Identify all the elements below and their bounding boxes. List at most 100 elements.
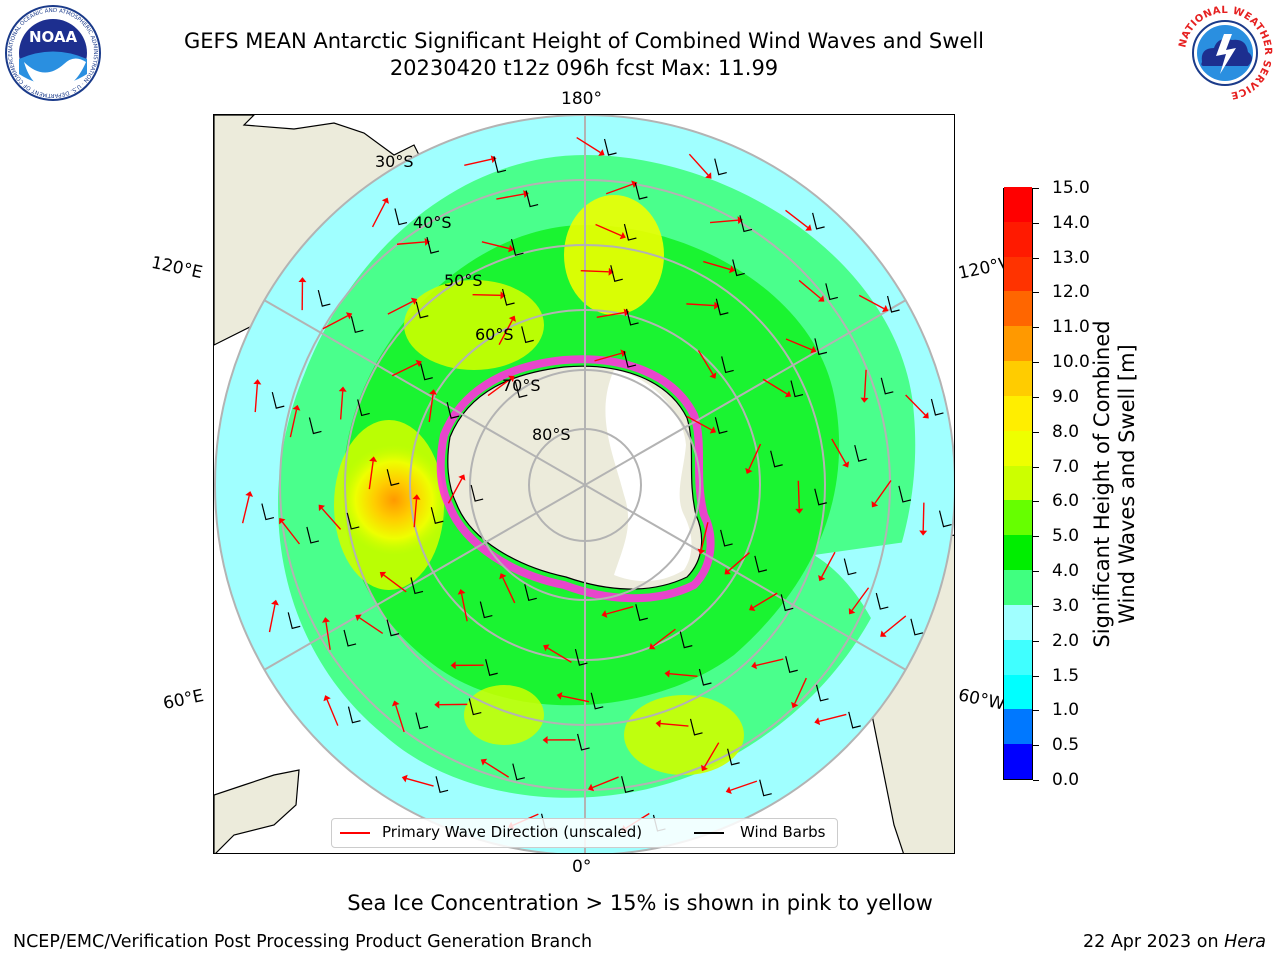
- wave-arrowhead: [817, 295, 825, 302]
- wave-arrow: [605, 183, 633, 195]
- wave-arrow: [561, 695, 590, 703]
- africa-land: [214, 769, 300, 853]
- wind-barb: [854, 444, 867, 462]
- colorbar-tick-label: 13.0: [1052, 247, 1090, 268]
- wind-barb: [576, 733, 590, 751]
- wave-arrow: [697, 350, 714, 375]
- wave-arrowhead: [345, 312, 353, 320]
- wave-arrow: [580, 269, 609, 273]
- wave-arrow: [818, 713, 847, 722]
- colorbar-tick-label: 10.0: [1052, 352, 1090, 373]
- wave-arrow: [905, 394, 926, 416]
- footer-branch: NCEP/EMC/Verification Post Processing Pr…: [13, 932, 593, 952]
- wind-barb: [525, 190, 539, 208]
- wind-barb: [394, 208, 408, 226]
- wind-barb: [308, 417, 322, 435]
- colorbar-segment: [1004, 221, 1032, 257]
- chart-title: GEFS MEAN Antarctic Significant Height o…: [183, 29, 985, 53]
- colorbar-tick: [1033, 536, 1039, 538]
- colorbar-segment: [1004, 744, 1032, 779]
- wind-barb: [347, 706, 361, 724]
- wave-arrowhead: [620, 349, 627, 358]
- wave-arrow: [502, 577, 516, 604]
- colorbar-tick-label: 1.0: [1052, 700, 1080, 721]
- wave-arrowhead: [450, 661, 456, 670]
- wave-arrow: [254, 384, 259, 413]
- colorbar-tick: [1033, 710, 1039, 712]
- wave-arrowhead: [429, 389, 438, 395]
- wave-arrowhead: [709, 372, 717, 379]
- wave-arrowhead: [751, 661, 757, 670]
- wave-arrow: [709, 219, 738, 224]
- wave-arrow: [472, 293, 501, 297]
- wind-barb: [785, 656, 798, 673]
- wind-barb: [410, 577, 424, 595]
- wave-arrow: [669, 672, 698, 678]
- wave-arrowhead: [523, 190, 529, 198]
- wind-barb: [271, 391, 285, 409]
- wind-barb: [635, 604, 648, 621]
- wave-arrow: [496, 193, 525, 200]
- wave-arrowhead: [922, 412, 929, 419]
- wind-barb: [346, 512, 360, 530]
- wave-arrow: [794, 677, 807, 704]
- colorbar-segment: [1004, 604, 1032, 640]
- wind-barb: [621, 776, 634, 794]
- wave-arrow: [594, 352, 622, 362]
- wind-barb: [430, 507, 444, 524]
- nws-logo: NATIONAL WEATHER SERVICE: [1176, 4, 1274, 102]
- wave-arrowhead: [608, 267, 614, 276]
- wave-arrow: [686, 303, 715, 307]
- wave-arrowhead: [401, 774, 408, 783]
- wave-arrow: [686, 415, 713, 431]
- wave-arrow: [606, 605, 634, 615]
- wave-arrowhead: [391, 700, 400, 707]
- wave-arrow: [447, 478, 463, 504]
- wave-arrow: [576, 136, 601, 154]
- colorbar-tick-label: 6.0: [1052, 491, 1080, 512]
- wind-barb: [721, 356, 734, 374]
- wave-arrowhead: [542, 735, 548, 744]
- wave-arrow: [464, 158, 492, 167]
- colorbar-tick: [1033, 571, 1039, 573]
- lat-label-50s: 50°S: [444, 271, 483, 290]
- lat-label-60s: 60°S: [475, 325, 514, 344]
- wind-barb: [815, 684, 829, 702]
- wave-arrow: [387, 300, 414, 315]
- wave-arrow: [383, 574, 407, 593]
- wave-arrow: [428, 394, 434, 423]
- wave-arrow: [703, 260, 731, 271]
- wind-barb: [938, 510, 952, 528]
- wave-arrow: [858, 294, 885, 310]
- wave-arrow: [752, 592, 778, 609]
- wave-arrowhead: [664, 669, 670, 678]
- wave-arrowhead: [880, 630, 887, 637]
- wave-arrow: [268, 604, 276, 633]
- lon-label-60e: 60°E: [161, 685, 206, 715]
- colorbar-tick: [1033, 501, 1039, 503]
- colorbar-tick: [1033, 188, 1039, 189]
- wave-arrow: [748, 443, 762, 470]
- colorbar-segment: [1004, 395, 1032, 431]
- wind-barb: [512, 763, 525, 781]
- wave-arrowhead: [818, 574, 826, 582]
- wind-barb: [732, 259, 745, 277]
- colorbar-segment: [1004, 326, 1032, 362]
- wind-barb: [386, 469, 400, 486]
- wave-arrowhead: [490, 155, 497, 164]
- lon-label-60w: 60°W: [956, 685, 1007, 715]
- wind-barb: [770, 450, 783, 468]
- wind-barb: [514, 381, 528, 398]
- wind-barb: [634, 182, 648, 200]
- wave-arrowhead: [725, 786, 732, 795]
- wind-barb: [590, 692, 604, 710]
- wave-arrowhead: [724, 568, 731, 575]
- wave-arrowhead: [655, 719, 661, 728]
- wind-barb: [714, 158, 727, 176]
- colorbar-tick-label: 0.5: [1052, 735, 1080, 756]
- wind-barb: [754, 555, 768, 573]
- wind-barb: [875, 592, 889, 610]
- colorbar-segment: [1004, 500, 1032, 536]
- wind-barb: [574, 648, 588, 666]
- wave-arrow: [798, 279, 822, 299]
